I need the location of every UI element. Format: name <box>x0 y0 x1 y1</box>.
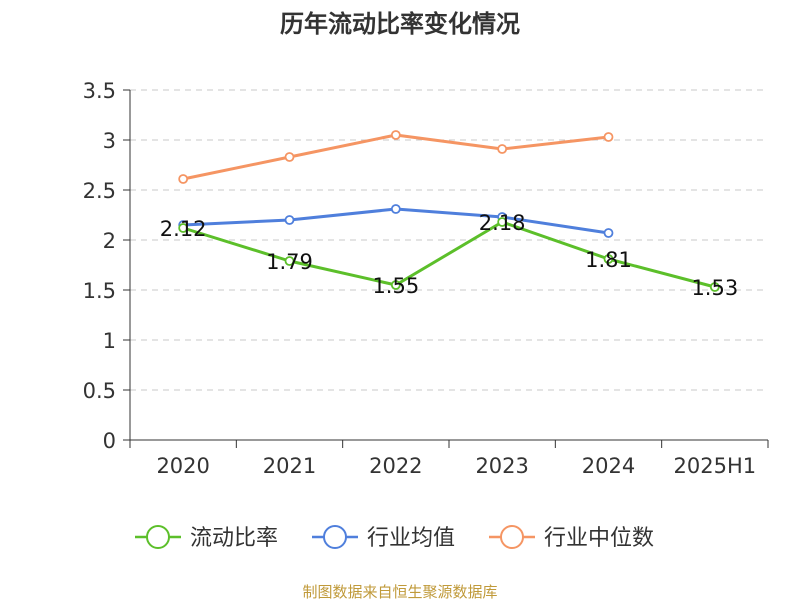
series-layer <box>178 130 720 292</box>
data-label: 2.18 <box>479 211 526 235</box>
legend-label: 行业中位数 <box>544 526 654 551</box>
x-tick-label: 2021 <box>263 454 316 478</box>
data-point <box>497 217 508 227</box>
data-point <box>178 174 189 184</box>
y-tick-label: 2 <box>103 229 116 253</box>
x-tick-label: 2023 <box>475 454 528 478</box>
legend-item: 行业中位数 <box>489 525 654 551</box>
y-tick-label: 1.5 <box>83 279 116 303</box>
series-1 <box>178 217 720 292</box>
data-point <box>603 228 614 238</box>
data-point <box>390 280 401 290</box>
data-point <box>284 215 295 225</box>
legend-swatch-marker <box>146 525 170 549</box>
legend: 流动比率 行业均值 行业中位数 <box>135 525 654 551</box>
data-label: 2.12 <box>160 217 207 241</box>
data-point <box>603 254 614 264</box>
data-point <box>497 144 508 154</box>
data-point <box>390 130 401 140</box>
data-point <box>603 132 614 142</box>
chart-title: 历年流动比率变化情况 <box>280 10 520 38</box>
series-line <box>182 220 716 289</box>
data-label: 1.53 <box>691 276 738 300</box>
data-point <box>178 223 189 233</box>
series-3 <box>178 130 614 184</box>
x-tick-label: 2020 <box>156 454 209 478</box>
y-tick-label: 0 <box>103 429 116 453</box>
x-tick-label: 2024 <box>582 454 635 478</box>
legend-label: 流动比率 <box>190 526 278 551</box>
source-note: 制图数据来自恒生聚源数据库 <box>302 583 497 600</box>
data-label: 1.81 <box>585 248 632 272</box>
y-tick-label: 3.5 <box>83 79 116 103</box>
data-labels: 2.12 1.79 1.55 2.18 1.81 1.53 <box>160 211 738 300</box>
y-tick-label: 0.5 <box>83 379 116 403</box>
legend-item: 流动比率 <box>135 525 278 551</box>
legend-label: 行业均值 <box>367 526 455 551</box>
legend-item: 行业均值 <box>312 525 455 551</box>
data-label: 1.55 <box>372 274 419 298</box>
x-tick-label: 2025H1 <box>674 454 757 478</box>
data-point <box>284 256 295 266</box>
series-line <box>182 133 609 181</box>
data-point <box>284 152 295 162</box>
y-tick-label: 3 <box>103 129 116 153</box>
y-tick-label: 1 <box>103 329 116 353</box>
y-tick-label: 2.5 <box>83 179 116 203</box>
data-point <box>390 204 401 214</box>
legend-swatch-marker <box>323 525 347 549</box>
x-tick-label: 2022 <box>369 454 422 478</box>
data-label: 1.79 <box>266 250 313 274</box>
grid-lines <box>130 89 768 391</box>
data-point <box>709 282 720 292</box>
axes: 0 0.5 1 1.5 2 2.5 3 3.5 2020 2021 2022 2023 2024 2025… <box>83 79 769 478</box>
legend-swatch-marker <box>500 525 524 549</box>
series-2 <box>178 204 614 238</box>
